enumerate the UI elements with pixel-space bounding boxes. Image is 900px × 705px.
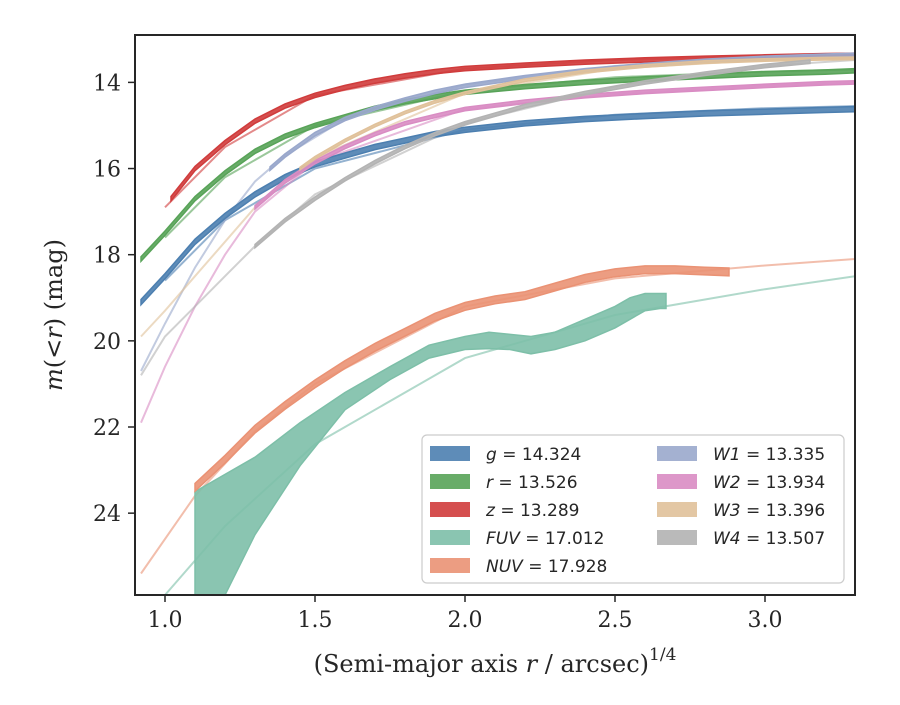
legend-label: W3 = 13.396 bbox=[713, 501, 825, 521]
legend-item-w2: W2 = 13.934 bbox=[657, 473, 825, 493]
data-series bbox=[140, 52, 855, 595]
legend-swatch bbox=[430, 502, 470, 517]
legend-label: FUV = 17.012 bbox=[486, 529, 604, 549]
extrapolation-r bbox=[164, 68, 855, 239]
legend-label: r = 13.526 bbox=[486, 473, 578, 493]
legend-item-g: g = 14.324 bbox=[430, 445, 581, 465]
legend-swatch bbox=[657, 446, 697, 461]
legend-label: NUV = 17.928 bbox=[486, 557, 607, 577]
legend-swatch bbox=[430, 474, 470, 489]
x-tick-label: 3.0 bbox=[748, 608, 783, 633]
legend-swatch bbox=[430, 558, 470, 573]
x-axis-label: (Semi-major axis r / arcsec)1/4 bbox=[314, 645, 677, 678]
x-tick-label: 2.0 bbox=[448, 608, 483, 633]
plot-frame bbox=[134, 34, 856, 596]
legend-swatch bbox=[657, 474, 697, 489]
legend-item-fuv: FUV = 17.012 bbox=[430, 529, 604, 549]
axis-ticks: 1.0 1.5 2.0 2.5 3.0 14 16 18 20 22 24 bbox=[93, 71, 783, 633]
legend-swatch bbox=[657, 502, 697, 517]
y-tick-label: 22 bbox=[93, 416, 121, 441]
legend-swatch bbox=[430, 530, 470, 545]
legend-item-z: z = 13.289 bbox=[430, 501, 579, 521]
legend-box bbox=[421, 434, 845, 584]
series-z bbox=[170, 52, 855, 203]
x-tick-label: 1.5 bbox=[298, 608, 333, 633]
series-w2 bbox=[254, 79, 855, 211]
x-tick-label: 2.5 bbox=[598, 608, 633, 633]
y-tick-label: 24 bbox=[93, 502, 121, 527]
series-g bbox=[140, 105, 855, 307]
legend-label: W1 = 13.335 bbox=[713, 445, 825, 465]
legend-item-nuv: NUV = 17.928 bbox=[430, 557, 607, 577]
legend-label: z = 13.289 bbox=[485, 501, 579, 521]
legend-item-w4: W4 = 13.507 bbox=[657, 529, 825, 549]
extrapolation-w1 bbox=[140, 53, 855, 372]
series-r bbox=[140, 67, 855, 264]
series-w3 bbox=[299, 56, 855, 172]
legend-item-r: r = 13.526 bbox=[430, 473, 578, 493]
y-tick-label: 20 bbox=[93, 330, 121, 355]
legend-item-w1: W1 = 13.335 bbox=[657, 445, 825, 465]
series-fuv bbox=[194, 292, 667, 595]
series-w1 bbox=[269, 52, 855, 172]
legend-label: W4 = 13.507 bbox=[713, 529, 825, 549]
legend: g = 14.324 r = 13.526 z = 13.289 FUV = 17.0… bbox=[421, 434, 845, 584]
y-tick-label: 18 bbox=[93, 244, 121, 269]
legend-swatch bbox=[430, 446, 470, 461]
legend-label: W2 = 13.934 bbox=[713, 473, 825, 493]
series-w4 bbox=[254, 59, 811, 250]
y-tick-label: 14 bbox=[93, 71, 121, 96]
legend-swatch bbox=[657, 530, 697, 545]
x-tick-label: 1.0 bbox=[148, 608, 183, 633]
series-nuv bbox=[194, 265, 730, 493]
y-axis-label: m(<r) (mag) bbox=[40, 239, 68, 391]
legend-label: g = 14.324 bbox=[486, 445, 581, 465]
legend-item-w3: W3 = 13.396 bbox=[657, 501, 825, 521]
y-tick-label: 16 bbox=[93, 158, 121, 183]
